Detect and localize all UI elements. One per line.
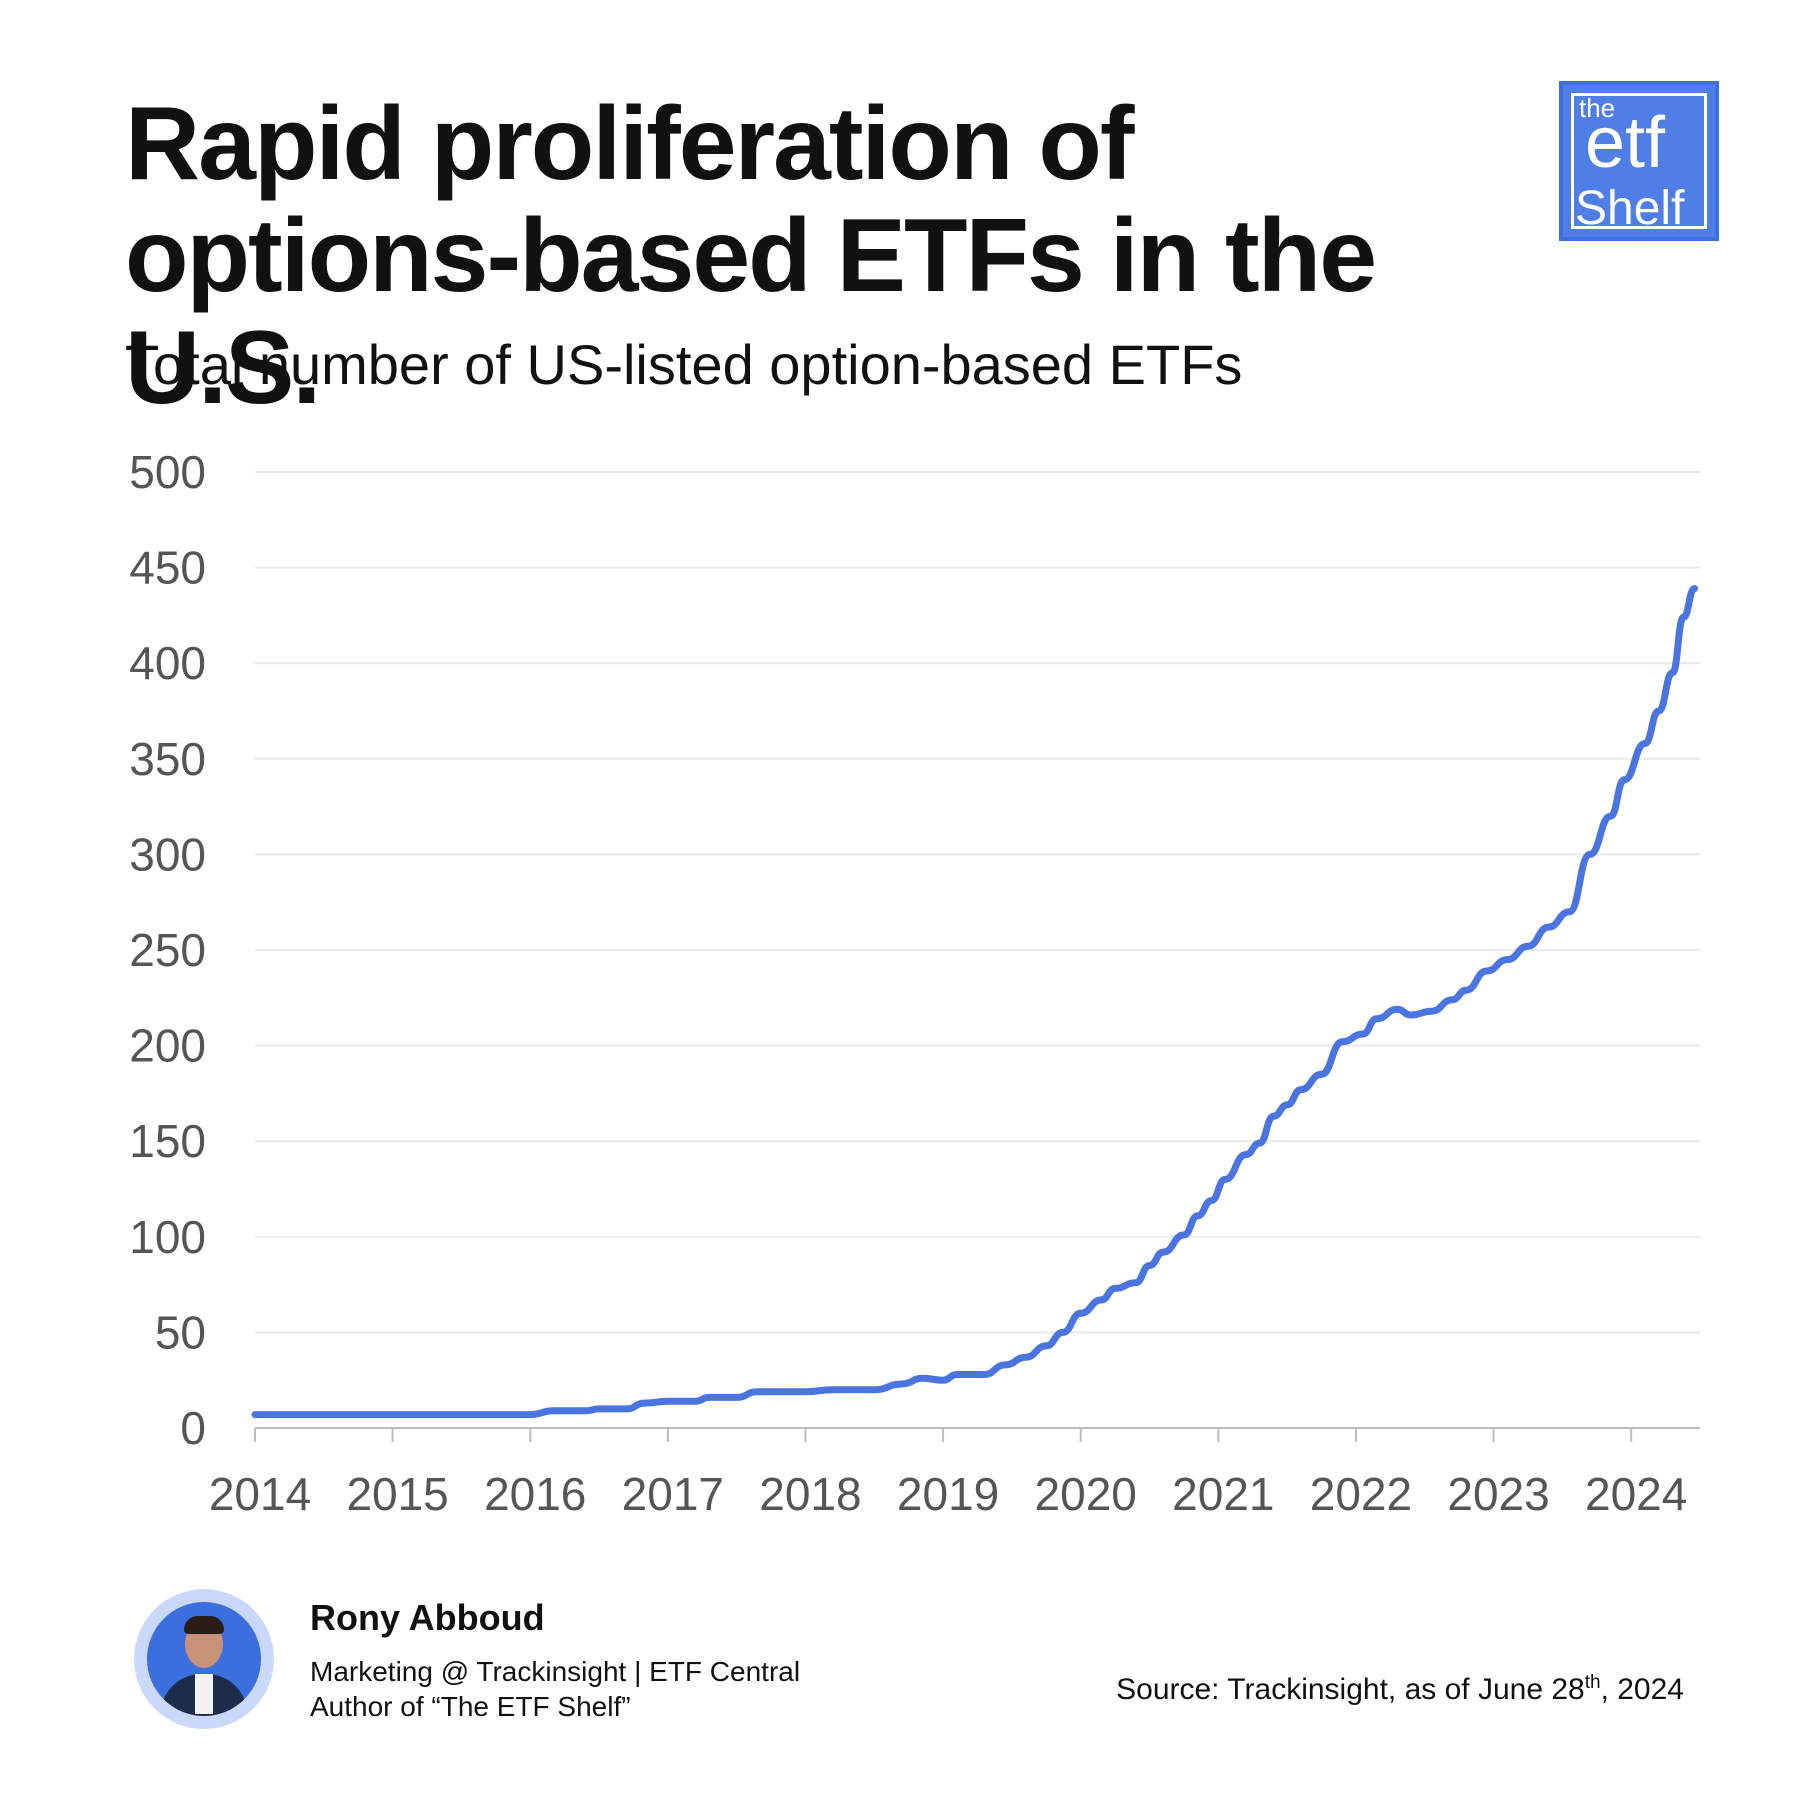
grid-lines (255, 471, 1700, 1429)
y-tick-label: 0 (180, 1402, 206, 1454)
logo-the-text: the (1579, 93, 1616, 123)
avatar-shirt (195, 1674, 213, 1714)
x-tick-label: 2024 (1585, 1468, 1687, 1520)
y-tick-label: 100 (129, 1211, 206, 1263)
y-tick-label: 150 (129, 1115, 206, 1167)
avatar-photo (147, 1602, 261, 1716)
y-axis-tick-labels: 0 50 100 150 200 250 300 350 400 450 500 (129, 446, 206, 1454)
y-tick-label: 350 (129, 733, 206, 785)
x-axis-tick-labels: 2014 2015 2016 2017 2018 2019 2020 2021 2022 2023… (209, 1428, 1687, 1520)
x-tick-label: 2016 (484, 1468, 586, 1520)
y-tick-label: 500 (129, 446, 206, 498)
chart-subtitle: Total number of US-listed option-based E… (125, 333, 1243, 396)
x-tick-label: 2022 (1310, 1468, 1412, 1520)
etf-shelf-logo: the etf Shelf (1559, 81, 1719, 241)
chart-title: Rapid proliferation of options-based ETF… (125, 86, 1377, 426)
y-tick-label: 450 (129, 542, 206, 594)
x-tick-label: 2023 (1447, 1468, 1549, 1520)
y-tick-label: 250 (129, 924, 206, 976)
x-tick-label: 2020 (1035, 1468, 1137, 1520)
y-tick-label: 50 (155, 1306, 206, 1358)
x-tick-label: 2021 (1172, 1468, 1274, 1520)
source-text: Source: Trackinsight, as of June 28 (1116, 1673, 1585, 1706)
source-superscript: th (1584, 1672, 1601, 1693)
series-line-0 (251, 585, 1698, 1419)
author-avatar (134, 1589, 274, 1729)
logo-border (1571, 93, 1707, 229)
avatar-hair (184, 1616, 224, 1634)
x-tick-label: 2019 (897, 1468, 999, 1520)
y-tick-label: 300 (129, 828, 206, 880)
y-tick-label: 200 (129, 1020, 206, 1072)
series-layer (251, 585, 1698, 1419)
x-tick-label: 2018 (759, 1468, 861, 1520)
author-book: Author of “The ETF Shelf” (310, 1691, 631, 1722)
author-name: Rony Abboud (310, 1597, 545, 1638)
author-role: Marketing @ Trackinsight | ETF Central (310, 1656, 801, 1687)
source-note: Source: Trackinsight, as of June 28th, 2… (1116, 1672, 1684, 1707)
y-tick-label: 400 (129, 637, 206, 689)
x-tick-label: 2014 (209, 1468, 311, 1520)
x-tick-label: 2015 (346, 1468, 448, 1520)
logo-etf-text: etf (1585, 103, 1666, 183)
source-date-suffix: , 2024 (1600, 1673, 1684, 1706)
x-tick-label: 2017 (622, 1468, 724, 1520)
logo-shelf-text: Shelf (1575, 182, 1685, 235)
